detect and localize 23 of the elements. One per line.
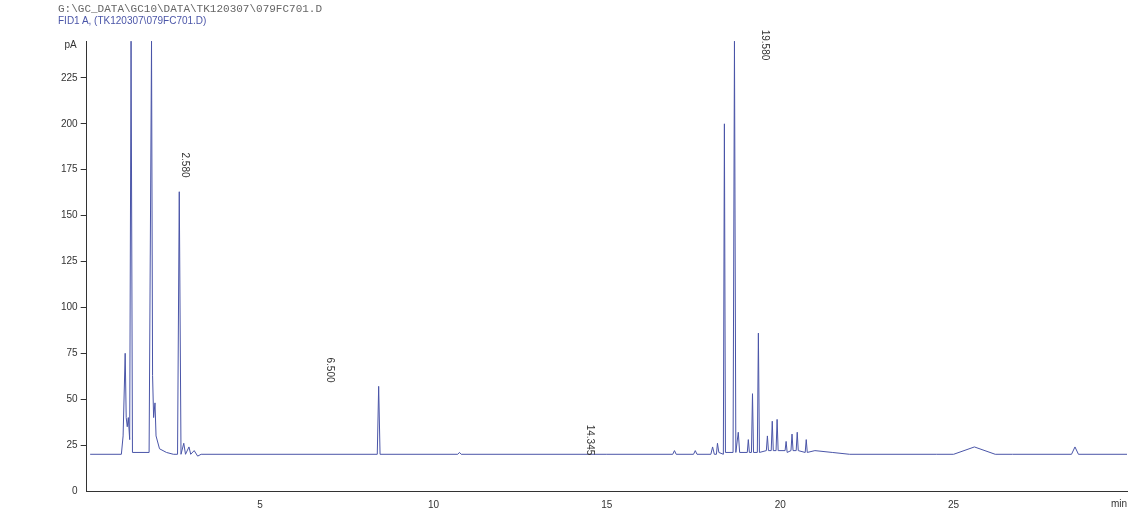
x-tick-label: 25	[948, 498, 960, 510]
chart-subtitle: FID1 A, (TK120307\079FC701.D)	[58, 14, 207, 26]
x-tick-label: 20	[774, 498, 787, 510]
y-tick-label: 50	[66, 392, 79, 404]
x-axis-title: min	[1110, 497, 1127, 509]
y-tick-label: 100	[61, 301, 79, 313]
y-tick-label: 25	[66, 438, 79, 450]
x-tick-label: 15	[601, 498, 613, 510]
annotation: 2.580	[180, 152, 192, 178]
annotation: 14.345	[585, 424, 597, 456]
y-tick-label: 150	[61, 209, 79, 221]
x-tick-label: 10	[427, 498, 440, 510]
y-tick-label: 0	[72, 484, 79, 496]
y-tick-label: 225	[61, 71, 79, 83]
chart-title: G:\GC_DATA\GC10\DATA\TK120307\079FC701.D	[58, 2, 323, 15]
y-axis-title: pA	[64, 38, 78, 50]
x-tick-label: 5	[257, 498, 264, 510]
y-tick-label: 200	[61, 117, 79, 129]
y-tick-label: 75	[66, 347, 79, 359]
annotation: 6.500	[325, 357, 337, 383]
y-tick-label: 125	[61, 255, 79, 267]
annotation: 19.580	[760, 29, 772, 61]
y-tick-label: 175	[61, 163, 79, 175]
